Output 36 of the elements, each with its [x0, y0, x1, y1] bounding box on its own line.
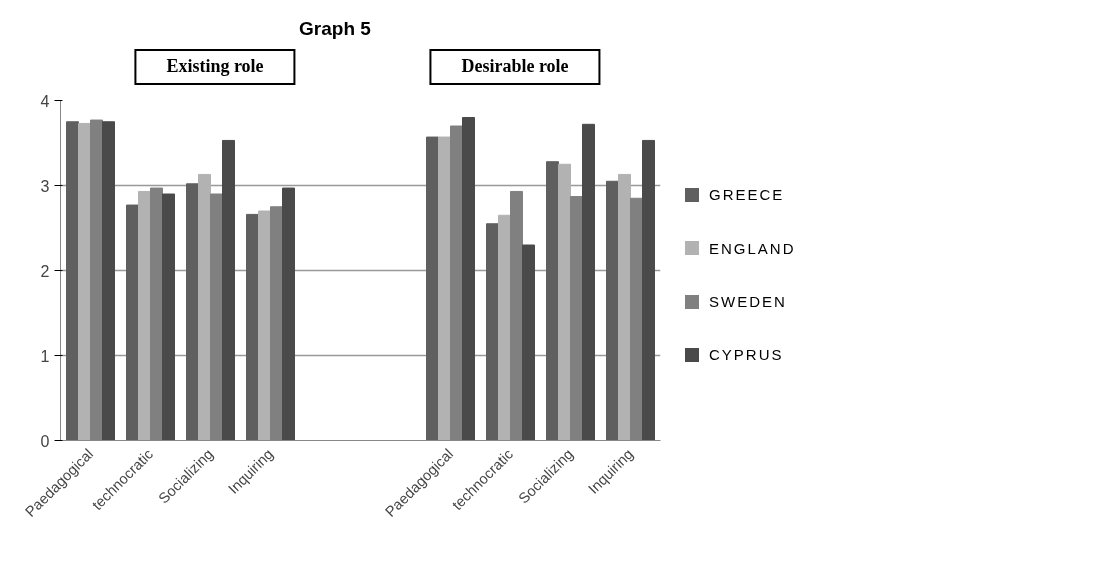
- bar: [582, 123, 595, 441]
- y-tick-label: 0: [40, 432, 50, 450]
- bar: [282, 187, 295, 441]
- y-tick-label: 3: [40, 177, 50, 195]
- y-tick-label: 2: [40, 262, 50, 280]
- bar: [258, 210, 271, 441]
- legend-label: GREECE: [709, 185, 785, 206]
- legend-label: CYPRUS: [709, 345, 784, 366]
- bar: [66, 121, 79, 441]
- chart-title: Graph 5: [298, 17, 372, 41]
- bar: [642, 139, 655, 441]
- bar: [426, 136, 439, 441]
- bar: [486, 223, 499, 441]
- bar: [138, 190, 151, 441]
- bar: [126, 204, 139, 441]
- y-tick-label: 1: [40, 347, 50, 365]
- bar: [246, 213, 259, 441]
- bar: [222, 139, 235, 441]
- bar: [546, 161, 559, 441]
- bar: [78, 122, 91, 441]
- bar: [618, 173, 631, 441]
- text: Existing role: [134, 49, 296, 85]
- y-tick-label: 4: [40, 92, 50, 110]
- bar: [162, 193, 175, 441]
- bar: [198, 173, 211, 441]
- bar: [558, 163, 571, 441]
- legend-label: ENGLAND: [709, 238, 796, 259]
- bar: [186, 183, 199, 441]
- bar: [462, 117, 475, 441]
- text: Desirable role: [429, 49, 601, 85]
- bar: [522, 244, 535, 441]
- bar: [606, 180, 619, 441]
- legend-label: SWEDEN: [709, 292, 787, 312]
- bar: [498, 214, 511, 441]
- bar: [438, 136, 451, 441]
- bar: [102, 121, 115, 441]
